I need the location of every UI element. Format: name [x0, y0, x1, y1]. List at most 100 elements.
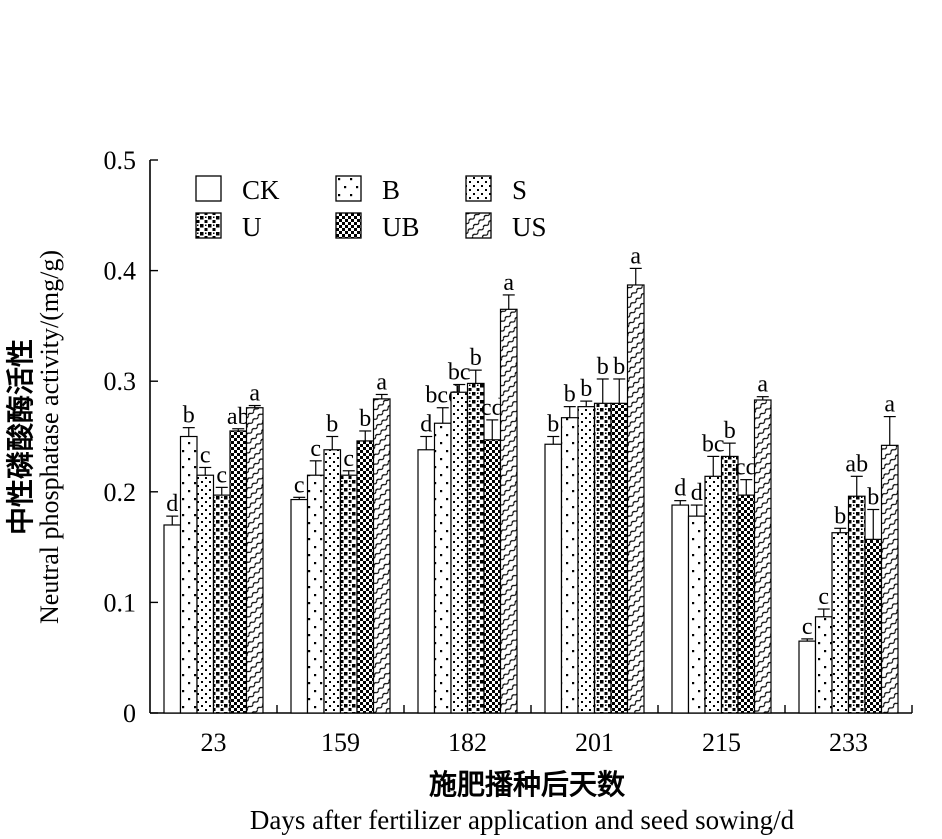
x-tick-label: 233 — [829, 728, 868, 757]
bar — [593, 402, 612, 714]
bar — [433, 422, 452, 714]
legend-label: U — [242, 212, 262, 242]
y-tick-label: 0.3 — [104, 367, 137, 396]
significance-label: a — [757, 372, 768, 398]
significance-label: a — [884, 392, 895, 418]
y-tick-label: 0.1 — [104, 588, 137, 617]
significance-label: b — [326, 412, 338, 438]
bar — [864, 538, 883, 714]
x-axis-title-en: Days after fertilizer application and se… — [250, 805, 795, 835]
bar — [544, 443, 563, 714]
y-axis-title-en: Neutral phosphatase activity/(mg/g) — [35, 250, 64, 624]
bar — [163, 524, 182, 714]
bar — [847, 495, 866, 714]
bar — [687, 515, 706, 714]
bar — [737, 494, 756, 714]
significance-label: b — [183, 403, 195, 429]
bar — [720, 455, 739, 714]
y-tick-label: 0 — [123, 699, 136, 728]
y-tick-label: 0.5 — [104, 146, 137, 175]
bar — [626, 284, 645, 714]
bar — [245, 407, 264, 714]
significance-label: c — [216, 462, 227, 488]
significance-label: b — [564, 382, 576, 408]
significance-label: a — [630, 243, 641, 269]
legend-swatch — [195, 212, 222, 239]
bar — [196, 474, 215, 714]
significance-label: b — [724, 418, 736, 444]
bar — [880, 444, 899, 714]
bar — [831, 532, 850, 714]
legend-swatch — [465, 175, 492, 202]
bar — [179, 435, 198, 714]
legend-swatch — [465, 212, 492, 239]
legend-label: UB — [382, 212, 420, 242]
significance-label: c — [343, 446, 354, 472]
significance-label: c — [200, 442, 211, 468]
legend-swatch — [195, 175, 222, 202]
bar — [229, 430, 248, 714]
legend-label: US — [512, 212, 547, 242]
bar — [499, 308, 518, 714]
bar — [704, 475, 723, 714]
bar — [372, 398, 391, 714]
y-tick-label: 0.2 — [104, 478, 137, 507]
bar — [560, 417, 579, 714]
significance-label: d — [691, 480, 703, 506]
x-tick-label: 182 — [448, 728, 487, 757]
x-axis-title-cn: 施肥播种后天数 — [429, 768, 626, 801]
significance-label: cd — [735, 455, 758, 481]
bar — [671, 504, 690, 714]
legend-label: B — [382, 175, 400, 205]
bar — [610, 402, 629, 714]
significance-label: bc — [448, 360, 471, 386]
bar — [290, 498, 309, 714]
significance-label: d — [166, 491, 178, 517]
significance-label: b — [613, 354, 625, 380]
significance-label: d — [420, 412, 432, 438]
legend-label: S — [512, 175, 527, 205]
bar — [466, 382, 485, 714]
bar — [339, 474, 358, 714]
significance-label: a — [376, 369, 387, 395]
significance-label: c — [294, 472, 305, 498]
significance-label: bc — [702, 431, 725, 457]
bar — [323, 449, 342, 714]
legend-swatch — [335, 175, 362, 202]
y-axis-title-cn: 中性磷酸酶活性 — [4, 339, 37, 535]
bar — [356, 440, 375, 714]
y-tick-label: 0.4 — [104, 257, 137, 286]
significance-label: b — [834, 503, 846, 529]
x-tick-label: 23 — [201, 728, 227, 757]
significance-label: c — [818, 584, 829, 610]
legend-swatch — [335, 212, 362, 239]
legend: CK B S U UB US — [195, 175, 547, 242]
significance-label: ab — [227, 404, 250, 430]
significance-label: d — [674, 476, 686, 502]
bar — [483, 439, 502, 714]
x-tick-label: 201 — [575, 728, 614, 757]
bar — [450, 391, 469, 714]
bar — [306, 474, 325, 714]
bar — [814, 616, 833, 714]
legend-label: CK — [242, 175, 280, 205]
x-tick-label: 159 — [321, 728, 360, 757]
bar — [212, 494, 231, 714]
bar — [798, 640, 817, 714]
significance-label: c — [802, 614, 813, 640]
bar — [577, 406, 596, 714]
significance-label: b — [470, 345, 482, 371]
bar — [417, 449, 436, 714]
significance-label: cd — [481, 395, 504, 421]
bar — [753, 399, 772, 714]
significance-label: ab — [845, 451, 868, 477]
significance-label: b — [867, 484, 879, 510]
significance-label: b — [580, 376, 592, 402]
axes: 0 0.1 0.2 0.3 0.4 0.5 23 159 182 201 215 233 — [104, 146, 913, 757]
significance-label: a — [503, 270, 514, 296]
significance-label: b — [597, 354, 609, 380]
x-tick-label: 215 — [702, 728, 741, 757]
